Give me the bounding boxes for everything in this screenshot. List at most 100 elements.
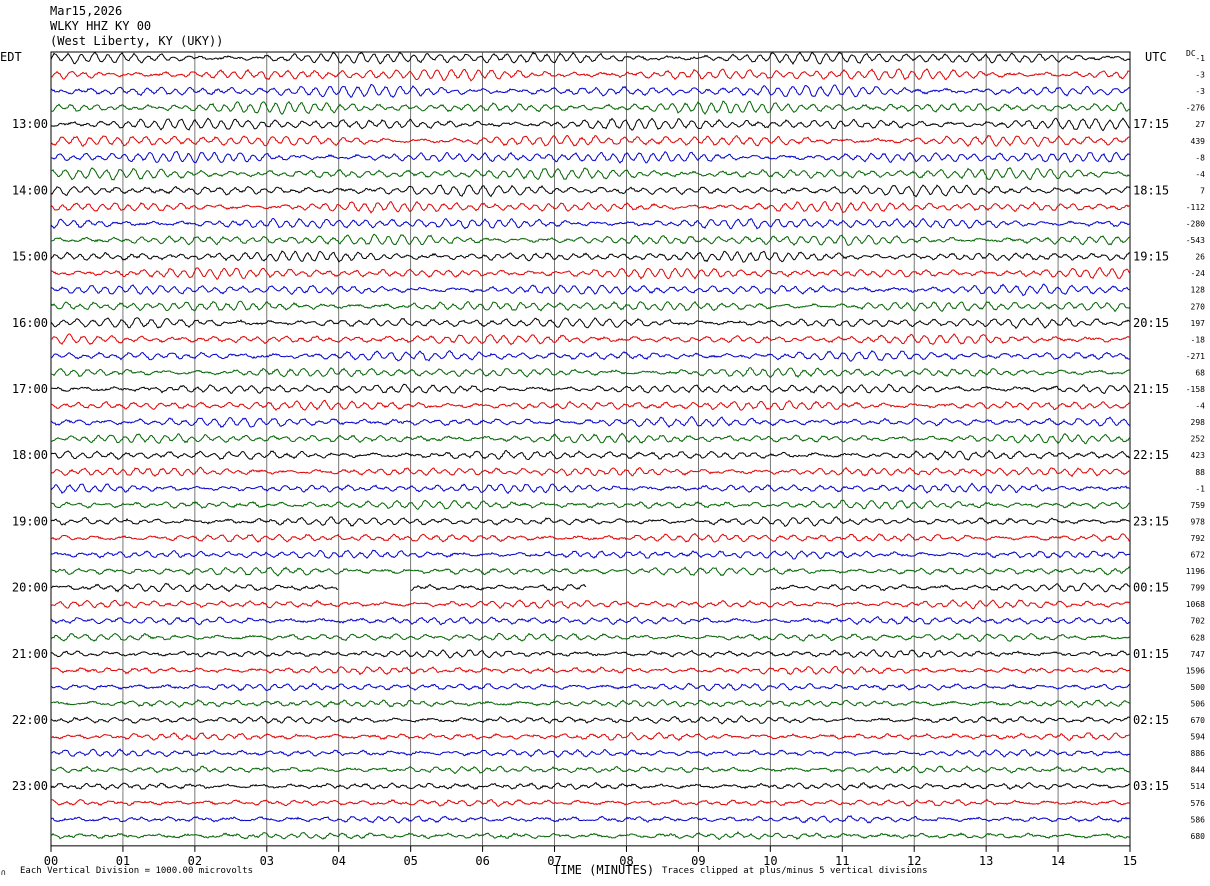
trace-row [50, 317, 1131, 330]
left-hour-label: 14:00 [12, 183, 48, 197]
trace-row [50, 399, 1131, 412]
dc-offset-value: 844 [1191, 766, 1206, 775]
x-tick-label: 04 [332, 854, 346, 868]
dc-offset-value: -112 [1186, 203, 1205, 212]
dc-offset-value: 298 [1191, 418, 1206, 427]
left-hour-label: 15:00 [12, 250, 48, 264]
dc-offset-value: 680 [1191, 832, 1206, 841]
dc-offset-value: 1596 [1186, 666, 1205, 675]
dc-offset-value: 252 [1191, 435, 1206, 444]
x-tick-label: 07 [547, 854, 561, 868]
trace-row [50, 68, 1131, 82]
trace-row [50, 516, 1131, 528]
trace-row [50, 566, 1131, 577]
trace-row [50, 333, 1131, 346]
dc-offset-value: 628 [1191, 633, 1206, 642]
trace-row [50, 549, 1131, 560]
right-hour-label: 00:15 [1133, 581, 1169, 595]
scale-note: Each Vertical Division = 1000.00 microvo… [20, 866, 253, 876]
trace-row [50, 350, 1131, 362]
seismic-traces [50, 51, 1131, 841]
dc-offset-value: 759 [1191, 501, 1206, 510]
trace-row [50, 367, 1131, 379]
dc-offset-value: -1 [1195, 484, 1205, 493]
dc-offset-value: 270 [1191, 302, 1206, 311]
trace-row [50, 184, 1131, 198]
dc-offset-value: -4 [1195, 170, 1205, 179]
x-tick-label: 12 [907, 854, 921, 868]
dc-offset-labels: -1 -3 -3 -276 27 439 -8 -4 7 -112 -280 -543 26 -24 128… [1186, 54, 1205, 841]
dc-offset-value: -18 [1191, 335, 1206, 344]
left-hour-label: 21:00 [12, 647, 48, 661]
trace-row [50, 432, 1131, 445]
right-hour-label: 20:15 [1133, 316, 1169, 330]
dc-offset-value: -280 [1186, 220, 1205, 229]
dc-offset-value: 197 [1191, 319, 1206, 328]
dc-offset-value: 594 [1191, 733, 1206, 742]
dc-offset-value: 26 [1195, 253, 1205, 262]
trace-row [50, 250, 1130, 263]
trace-row [50, 150, 1131, 164]
station-code: WLKY HHZ KY 00 [50, 19, 152, 33]
dc-offset-value: 576 [1191, 799, 1206, 808]
trace-row [50, 731, 1131, 742]
dc-offset-value: -158 [1186, 385, 1205, 394]
trace-row [50, 532, 1131, 544]
trace-row [50, 416, 1131, 429]
trace-row [50, 466, 1131, 478]
left-hour-label: 22:00 [12, 713, 48, 727]
trace-row [50, 51, 1131, 65]
trace-row [50, 765, 1131, 775]
x-tick-label: 00 [44, 854, 58, 868]
x-tick-label: 08 [619, 854, 633, 868]
trace-row [50, 217, 1131, 230]
dc-offset-value: 423 [1191, 451, 1206, 460]
trace-row [50, 682, 1131, 692]
x-tick-label: 13 [979, 854, 993, 868]
trace-row [50, 117, 1131, 132]
corner-logo-icon: ∩ [1, 868, 6, 877]
trace-row [50, 814, 1131, 824]
trace-row [50, 100, 1131, 115]
dc-offset-value: 7 [1200, 186, 1205, 195]
dc-offset-value: -1 [1195, 54, 1205, 63]
right-hour-label: 01:15 [1133, 647, 1169, 661]
right-hour-label: 17:15 [1133, 117, 1169, 131]
x-axis-ticks: 00 01 02 03 04 05 06 07 08 09 10 11 12 13 14 15 [44, 845, 1137, 868]
trace-row [50, 482, 1131, 495]
x-tick-label: 02 [188, 854, 202, 868]
trace-row [50, 266, 1131, 280]
trace-row [50, 798, 1131, 807]
right-hour-label: 02:15 [1133, 713, 1169, 727]
x-tick-label: 10 [763, 854, 777, 868]
trace-row [50, 781, 1131, 791]
right-timezone-label: UTC [1145, 50, 1167, 64]
dc-header: DC [1186, 49, 1196, 58]
right-hour-label: 18:15 [1133, 183, 1169, 197]
trace-row [50, 582, 1131, 593]
dc-offset-value: -4 [1195, 402, 1205, 411]
plot-frame [50, 51, 1131, 847]
dc-offset-value: 68 [1195, 368, 1205, 377]
trace-row [50, 383, 1131, 395]
plot-grid [50, 51, 1131, 847]
trace-row [50, 166, 1131, 181]
dc-offset-value: 792 [1191, 534, 1206, 543]
x-tick-label: 14 [1051, 854, 1065, 868]
trace-row [50, 83, 1131, 99]
right-hour-label: 23:15 [1133, 514, 1169, 528]
left-hour-label: 19:00 [12, 514, 48, 528]
chart-date: Mar15,2026 [50, 4, 123, 18]
x-tick-label: 09 [691, 854, 705, 868]
left-hour-label: 17:00 [12, 382, 48, 396]
dc-offset-value: 506 [1191, 699, 1206, 708]
trace-row [50, 200, 1130, 214]
x-axis-label: TIME (MINUTES) [553, 863, 655, 877]
dc-offset-value: 128 [1191, 286, 1206, 295]
dc-offset-value: -3 [1195, 87, 1205, 96]
trace-row [50, 233, 1131, 246]
dc-offset-value: -8 [1195, 153, 1205, 162]
dc-offset-value: 670 [1191, 716, 1206, 725]
trace-row [50, 599, 1131, 610]
dc-offset-value: 439 [1191, 137, 1206, 146]
